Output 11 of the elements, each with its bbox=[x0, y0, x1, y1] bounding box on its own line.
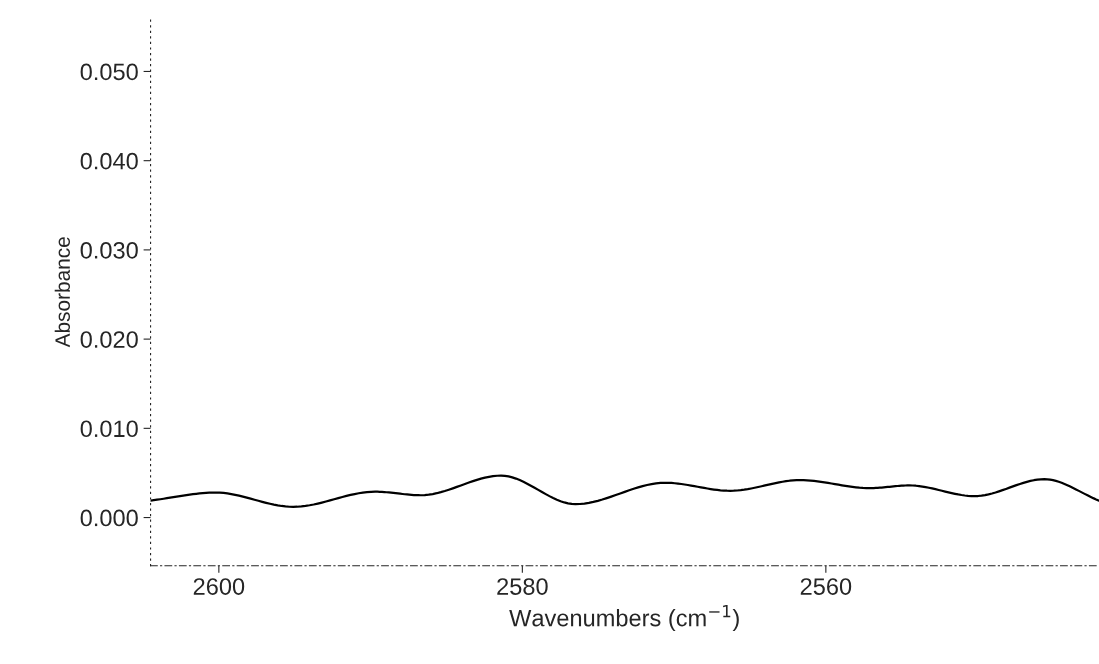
y-tick-label: 0.010 bbox=[80, 420, 138, 438]
x-tick-label: 2600 bbox=[193, 578, 245, 595]
y-tick-label: 0.050 bbox=[80, 63, 138, 81]
y-tick-label: 0.040 bbox=[80, 152, 138, 170]
x-axis-title: Wavenumbers (cm$^{−1}$) bbox=[509, 605, 739, 632]
y-axis-title: Absorbance bbox=[54, 237, 70, 348]
x-tick-label: 2560 bbox=[800, 578, 852, 595]
y-tick-label: 0.020 bbox=[80, 331, 138, 348]
y-tick-label: 0.000 bbox=[80, 509, 138, 527]
x-tick-label: 2580 bbox=[497, 578, 548, 595]
y-tick-label: 0.030 bbox=[80, 241, 138, 259]
